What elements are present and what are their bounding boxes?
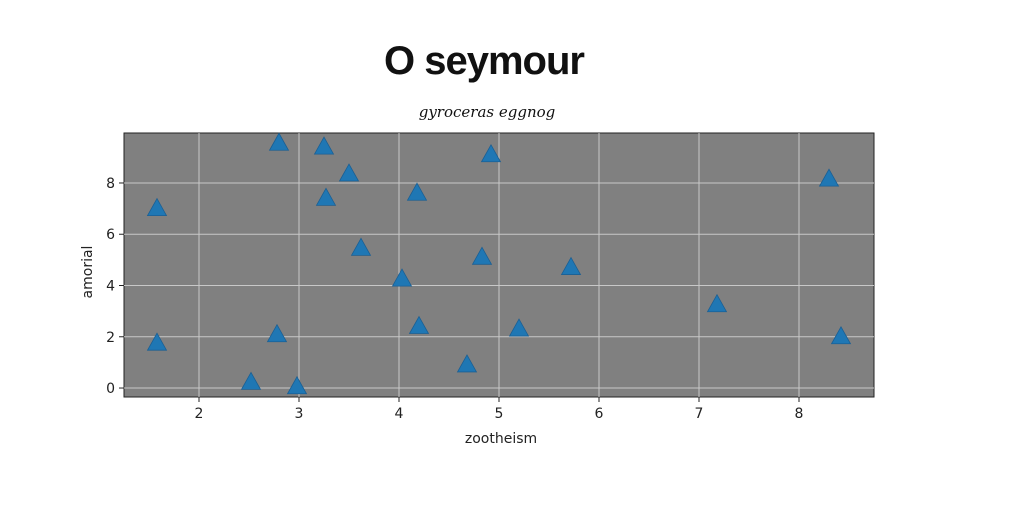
data-point-triangle [268, 132, 290, 151]
x-tick-label: 6 [595, 406, 604, 422]
x-tick-label: 2 [195, 406, 204, 422]
chart-title: O seymour [384, 39, 584, 83]
data-point-triangle [508, 318, 530, 337]
x-tick-label: 8 [795, 406, 804, 422]
data-point-triangle [338, 163, 360, 182]
data-point-triangle [406, 182, 428, 201]
x-tick-label: 4 [395, 406, 404, 422]
data-point-triangle [350, 237, 372, 256]
y-axis-label: amorial [80, 246, 96, 299]
y-tick-label: 2 [106, 330, 115, 346]
x-tick-label: 5 [495, 406, 504, 422]
y-tick-label: 0 [106, 381, 115, 397]
x-tick-label: 3 [295, 406, 304, 422]
data-point-triangle [480, 143, 502, 163]
data-point-triangle [146, 332, 168, 351]
data-point-triangle [240, 371, 262, 390]
data-point-triangle [830, 325, 852, 345]
x-axis-ticks: 2 3 4 5 6 7 8 [195, 397, 804, 422]
plot-area [123, 132, 875, 398]
data-point-triangle [266, 323, 288, 343]
data-point-triangle [706, 293, 728, 313]
y-tick-label: 4 [106, 279, 115, 295]
data-point-triangle [818, 168, 840, 187]
x-tick-label: 7 [695, 406, 704, 422]
y-axis-ticks: 0 2 4 6 8 [106, 176, 124, 397]
data-point-triangle [315, 187, 337, 206]
data-points [146, 132, 852, 395]
data-point-triangle [313, 136, 335, 155]
data-point-triangle [456, 354, 478, 373]
y-tick-label: 6 [106, 227, 115, 243]
data-point-triangle [286, 375, 308, 395]
y-tick-label: 8 [106, 176, 115, 192]
data-point-triangle [560, 256, 582, 275]
data-point-triangle [471, 246, 493, 265]
x-axis-label: zootheism [465, 431, 537, 447]
data-point-triangle [146, 197, 168, 217]
data-point-triangle [408, 315, 430, 334]
chart-subtitle: gyroceras eggnog [419, 103, 556, 121]
data-point-triangle [391, 268, 413, 287]
